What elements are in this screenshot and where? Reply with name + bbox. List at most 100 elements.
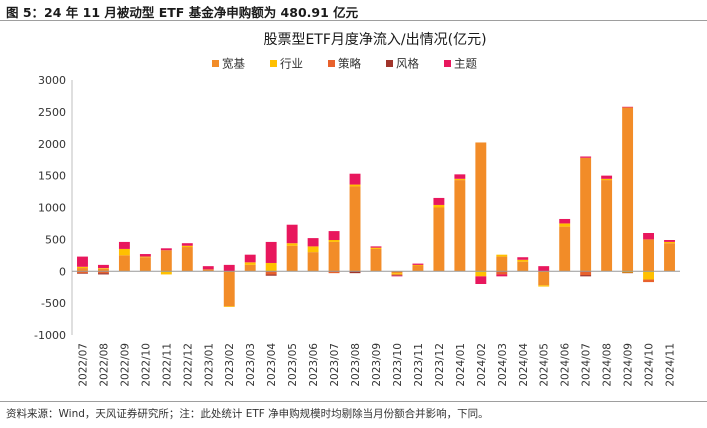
legend-swatch bbox=[328, 60, 335, 67]
bar-segment bbox=[244, 264, 256, 272]
bar-segment bbox=[538, 271, 550, 286]
bar-segment bbox=[118, 241, 130, 249]
bar-segment bbox=[454, 178, 466, 181]
bar-segment bbox=[391, 275, 403, 277]
bar-segment bbox=[496, 254, 508, 257]
x-tick-label: 2023/02 bbox=[224, 343, 236, 387]
bar-segment bbox=[538, 285, 550, 287]
legend-swatch bbox=[212, 60, 219, 67]
bar-segment bbox=[391, 273, 403, 275]
bar-segment bbox=[643, 233, 654, 240]
bar-segment bbox=[307, 238, 319, 247]
figure-title: 图 5：24 年 11 月被动型 ETF 基金净申购额为 480.91 亿元 bbox=[6, 5, 359, 20]
bar-segment bbox=[643, 239, 654, 272]
bar-stack bbox=[244, 254, 256, 272]
legend: 宽基 行业 策略 风格 主题 bbox=[212, 57, 477, 71]
bar-stack bbox=[77, 256, 88, 274]
bar-segment bbox=[475, 142, 487, 272]
x-tick-label: 2023/05 bbox=[287, 343, 299, 387]
bar-segment bbox=[349, 186, 361, 272]
bar-segment bbox=[307, 246, 319, 253]
bar-stack bbox=[202, 266, 214, 272]
bar-segment bbox=[139, 254, 151, 257]
bar-segment bbox=[370, 248, 382, 272]
bar-stack bbox=[517, 257, 529, 272]
bar-segment bbox=[412, 265, 424, 272]
bar-segment bbox=[475, 271, 487, 277]
x-tick-label: 2024/01 bbox=[455, 343, 467, 387]
bar-segment bbox=[265, 271, 277, 275]
source-note: 资料来源：Wind，天风证券研究所；注：此处统计 ETF 净申购规模时均剔除当月… bbox=[6, 408, 489, 420]
legend-label: 宽基 bbox=[222, 57, 245, 71]
x-tick-label: 2024/08 bbox=[602, 343, 614, 387]
bar-stack bbox=[664, 240, 675, 272]
y-tick-label: -500 bbox=[41, 297, 66, 310]
bar-segment bbox=[475, 276, 487, 284]
legend-label: 主题 bbox=[454, 57, 477, 71]
bar-stack bbox=[265, 241, 277, 276]
bar-segment bbox=[454, 174, 466, 179]
x-tick-label: 2023/03 bbox=[245, 343, 257, 387]
x-tick-label: 2022/12 bbox=[182, 343, 194, 387]
bar-stack bbox=[433, 197, 445, 272]
x-axis: 2022/07 2022/08 2022/09 2022/10 2022/11 2022/… bbox=[72, 270, 680, 387]
bar-stack bbox=[538, 266, 550, 287]
bar-segment bbox=[559, 218, 571, 224]
x-tick-label: 2022/11 bbox=[161, 343, 173, 387]
bar-segment bbox=[181, 243, 193, 246]
bar-segment bbox=[77, 268, 88, 272]
bar-segment bbox=[622, 271, 634, 273]
bar-segment bbox=[286, 243, 298, 246]
bar-segment bbox=[349, 184, 361, 187]
bar-stack bbox=[223, 264, 235, 307]
x-tick-label: 2023/06 bbox=[308, 343, 320, 387]
bar-segment bbox=[622, 272, 634, 274]
bar-segment bbox=[223, 271, 235, 307]
bar-segment bbox=[77, 266, 88, 269]
x-tick-label: 2023/09 bbox=[371, 343, 383, 387]
bar-segment bbox=[601, 178, 613, 181]
x-tick-label: 2023/07 bbox=[329, 343, 341, 387]
bar-segment bbox=[538, 266, 550, 272]
y-tick-label: 1500 bbox=[38, 170, 66, 183]
top-rule bbox=[0, 20, 707, 21]
bar-segment bbox=[643, 271, 654, 280]
legend-label: 风格 bbox=[396, 57, 419, 71]
bar-segment bbox=[98, 271, 109, 274]
bar-segment bbox=[139, 256, 151, 258]
bar-segment bbox=[244, 262, 256, 265]
bar-segment bbox=[160, 250, 172, 272]
bar-segment bbox=[202, 269, 214, 272]
bar-segment bbox=[643, 279, 654, 283]
bar-segment bbox=[286, 245, 298, 272]
x-tick-label: 2022/09 bbox=[119, 343, 131, 387]
bar-segment bbox=[664, 243, 675, 272]
x-tick-label: 2022/07 bbox=[77, 343, 89, 387]
bar-segment bbox=[77, 256, 88, 267]
bar-segment bbox=[328, 231, 340, 241]
bar-segment bbox=[517, 259, 529, 262]
bar-segment bbox=[370, 246, 382, 248]
bar-segment bbox=[496, 274, 508, 277]
x-tick-label: 2023/12 bbox=[434, 343, 446, 387]
bar-segment bbox=[77, 273, 88, 274]
bar-segment bbox=[139, 257, 151, 272]
x-tick-label: 2022/08 bbox=[98, 343, 110, 387]
legend-swatch bbox=[386, 60, 393, 67]
x-tick-label: 2024/05 bbox=[539, 343, 551, 387]
bar-segment bbox=[517, 261, 529, 272]
legend-label: 策略 bbox=[338, 57, 361, 71]
x-tick-label: 2023/10 bbox=[392, 343, 404, 387]
bar-stack bbox=[160, 248, 172, 275]
y-tick-label: 2000 bbox=[38, 138, 66, 151]
x-tick-label: 2023/04 bbox=[266, 343, 278, 387]
bar-segment bbox=[496, 256, 508, 272]
bar-segment bbox=[349, 173, 361, 185]
bar-stack bbox=[328, 231, 340, 274]
bar-segment bbox=[328, 271, 340, 274]
bar-segment bbox=[391, 275, 403, 276]
bar-stack bbox=[643, 233, 654, 283]
x-tick-label: 2024/11 bbox=[665, 343, 677, 387]
legend-swatch bbox=[444, 60, 451, 67]
legend-swatch bbox=[270, 60, 277, 67]
